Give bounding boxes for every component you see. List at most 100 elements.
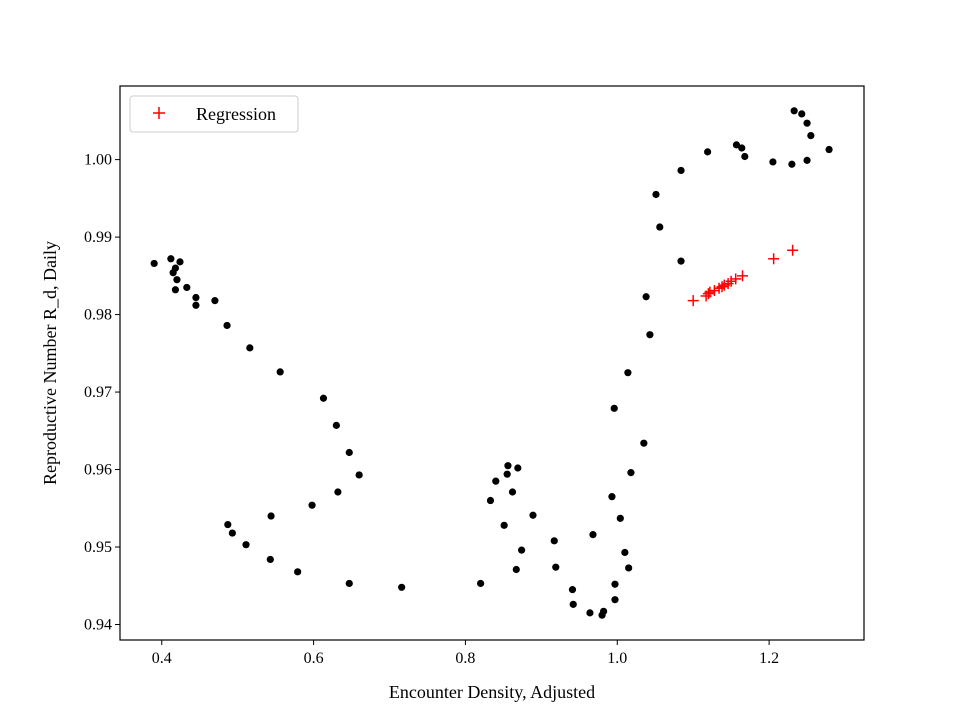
data-point — [807, 131, 815, 140]
data-point — [611, 596, 619, 604]
legend-label-regression: Regression — [196, 104, 276, 124]
data-point — [171, 264, 180, 272]
data-point — [569, 600, 577, 608]
data-point — [677, 166, 685, 175]
y-tick-label: 0.96 — [84, 462, 112, 479]
data-point — [355, 471, 363, 479]
data-point — [738, 144, 746, 152]
data-point — [332, 421, 340, 429]
data-point — [798, 110, 806, 118]
data-point — [246, 344, 254, 352]
data-point — [504, 462, 512, 470]
data-point — [503, 470, 511, 478]
y-tick-label: 0.99 — [84, 229, 112, 246]
axis-ticks: 0.4 0.6 0.8 1.0 1.2 0.94 0.95 0.96 0.97 0.98 0.99 1… — [84, 152, 779, 667]
data-point — [192, 293, 200, 302]
regression-point — [708, 285, 720, 297]
regression-point — [716, 281, 728, 293]
data-point — [741, 152, 749, 161]
data-point — [769, 158, 777, 166]
data-point — [732, 141, 741, 149]
data-point — [228, 529, 236, 537]
data-point — [345, 448, 353, 457]
data-point — [616, 514, 624, 522]
data-point — [790, 107, 798, 115]
regression-point — [687, 295, 699, 307]
data-point — [211, 297, 219, 305]
data-point — [677, 257, 685, 265]
x-tick-label: 0.8 — [455, 650, 475, 667]
x-tick-label: 1.0 — [607, 650, 627, 667]
data-point — [514, 464, 522, 472]
regression-point — [725, 275, 737, 287]
data-point — [242, 541, 250, 549]
y-tick-label: 0.95 — [84, 539, 112, 556]
data-point — [550, 537, 558, 545]
legend-plus-marker — [153, 107, 165, 119]
data-point — [398, 583, 406, 591]
data-point — [308, 501, 316, 509]
data-point — [477, 579, 485, 588]
data-point — [223, 321, 231, 330]
data-point — [518, 546, 526, 554]
x-axis-label: Encounter Density, Adjusted — [389, 682, 595, 702]
data-point — [171, 286, 180, 294]
data-point — [803, 119, 811, 127]
data-point — [345, 579, 353, 588]
data-point — [486, 496, 495, 505]
regression-point — [737, 270, 749, 282]
data-point — [150, 259, 158, 268]
data-point — [652, 190, 660, 199]
plot-area — [150, 107, 833, 619]
data-point — [610, 404, 618, 412]
legend-box — [129, 95, 299, 133]
data-point — [642, 293, 650, 301]
data-point — [294, 568, 302, 576]
regression-point — [704, 286, 716, 298]
data-point — [788, 160, 796, 168]
data-point — [267, 512, 275, 520]
x-tick-label: 0.4 — [152, 650, 172, 667]
y-tick-label: 0.97 — [84, 384, 112, 401]
data-point — [704, 148, 712, 156]
data-point — [625, 564, 633, 572]
data-point — [624, 369, 632, 377]
data-point — [589, 531, 597, 539]
data-point — [608, 493, 616, 501]
data-point — [173, 276, 181, 284]
data-point — [611, 580, 619, 588]
data-point — [600, 607, 608, 615]
data-point — [646, 331, 654, 339]
axes-frame — [119, 85, 865, 641]
data-point — [334, 488, 342, 496]
data-point — [224, 520, 232, 529]
data-point — [656, 223, 664, 231]
data-point — [266, 555, 274, 564]
data-point — [508, 488, 517, 496]
data-point — [568, 586, 577, 594]
data-point — [825, 145, 833, 154]
data-point — [192, 301, 200, 309]
data-point — [512, 565, 520, 574]
regression-point — [702, 288, 714, 300]
regression-point — [768, 253, 780, 265]
data-point — [627, 469, 635, 477]
legend: Regression — [129, 95, 299, 133]
y-tick-label: 0.94 — [84, 617, 112, 634]
x-tick-label: 0.6 — [304, 650, 324, 667]
x-tick-label: 1.2 — [759, 650, 779, 667]
data-point — [621, 548, 629, 557]
y-axis-label: Reproductive Number R_d, Daily — [40, 241, 60, 485]
data-point — [552, 563, 560, 571]
data-point — [803, 156, 811, 164]
regression-point — [787, 244, 799, 256]
y-tick-label: 1.00 — [84, 152, 112, 169]
regression-point — [730, 273, 742, 285]
data-point — [176, 258, 184, 266]
data-point — [640, 439, 648, 447]
data-point — [492, 477, 500, 485]
data-point — [183, 283, 191, 292]
data-point — [529, 511, 537, 519]
data-point — [586, 609, 594, 617]
